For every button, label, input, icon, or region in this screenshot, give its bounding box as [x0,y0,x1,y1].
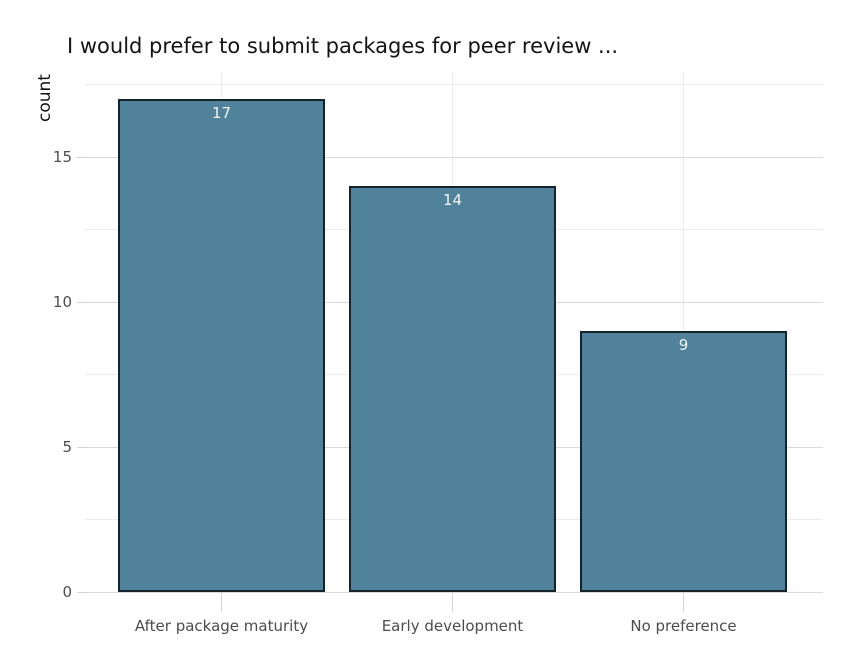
bar-value-label: 9 [678,336,689,354]
x-tick-mark [452,592,453,612]
y-tick-label: 0 [62,583,72,601]
y-tick-mark [77,591,85,593]
y-tick-mark [77,156,85,158]
x-category-label: No preference [630,617,737,635]
plot-panel: 17 14 9 [85,72,823,593]
chart-title: I would prefer to submit packages for pe… [67,34,619,58]
bar-value-label: 14 [442,191,463,209]
gridline-major [85,591,823,593]
x-tick-mark [221,592,222,612]
y-tick-label: 10 [52,293,72,311]
gridline-minor [85,84,823,85]
y-tick-mark [77,446,85,448]
x-category-label: After package maturity [134,617,309,635]
x-tick-mark [683,592,684,612]
y-axis-label: count [35,74,55,122]
bar-value-label: 17 [211,104,232,122]
y-tick-label: 5 [62,438,72,456]
x-category-label: Early development [381,617,524,635]
y-tick-mark [77,301,85,303]
bar: 14 [349,186,556,592]
bar: 17 [118,99,325,592]
gridline-major [85,156,823,158]
bar: 9 [580,331,787,592]
y-tick-label: 15 [52,148,72,166]
